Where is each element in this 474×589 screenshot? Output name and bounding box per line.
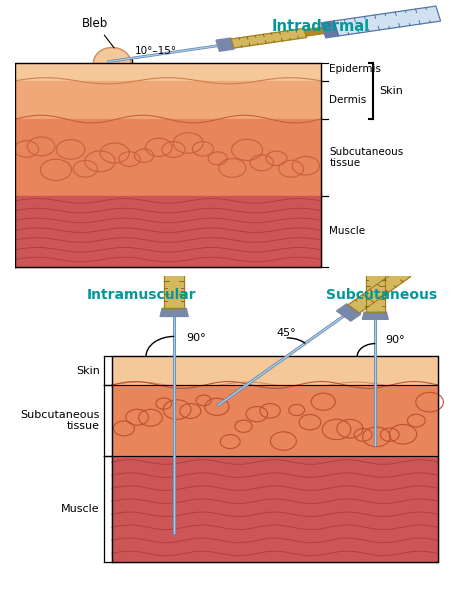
Text: Muscle: Muscle [61, 504, 100, 514]
Polygon shape [337, 304, 361, 321]
Polygon shape [15, 63, 321, 81]
Text: Dermis: Dermis [329, 95, 366, 105]
Polygon shape [231, 28, 307, 48]
Text: Subcutaneous
tissue: Subcutaneous tissue [20, 410, 100, 432]
Polygon shape [15, 81, 321, 119]
Polygon shape [365, 255, 385, 261]
Polygon shape [334, 6, 440, 36]
Polygon shape [163, 239, 185, 246]
Text: 90°: 90° [186, 333, 206, 343]
Text: Intradermal: Intradermal [272, 19, 370, 35]
Polygon shape [15, 119, 321, 196]
Text: Epidermis: Epidermis [329, 64, 382, 74]
Polygon shape [362, 312, 388, 319]
Polygon shape [164, 246, 184, 309]
Polygon shape [112, 385, 438, 456]
Text: 45°: 45° [277, 328, 296, 338]
Text: Skin: Skin [380, 86, 403, 96]
Polygon shape [112, 356, 438, 385]
Polygon shape [348, 269, 410, 313]
Text: 10°–15°: 10°–15° [135, 46, 177, 56]
Polygon shape [304, 27, 324, 36]
Text: Subcutaneous: Subcutaneous [326, 288, 437, 302]
Polygon shape [366, 261, 384, 312]
Polygon shape [15, 196, 321, 267]
Text: Bleb: Bleb [82, 17, 114, 48]
Polygon shape [401, 261, 422, 276]
Text: Skin: Skin [76, 366, 100, 376]
Text: Intramuscular: Intramuscular [87, 288, 197, 302]
Text: Muscle: Muscle [329, 226, 365, 236]
Polygon shape [93, 48, 131, 63]
Polygon shape [112, 456, 438, 562]
Polygon shape [216, 38, 234, 51]
Text: 90°: 90° [385, 335, 405, 345]
Text: Subcutaneous
tissue: Subcutaneous tissue [329, 147, 404, 168]
Polygon shape [321, 21, 338, 38]
Polygon shape [160, 309, 188, 316]
